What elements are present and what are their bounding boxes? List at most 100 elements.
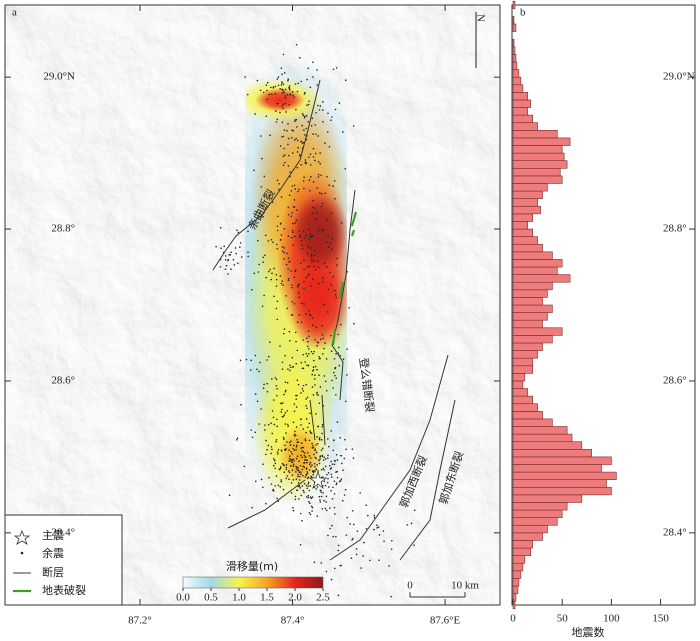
aftershock	[337, 549, 340, 552]
aftershock	[332, 185, 334, 187]
aftershock	[333, 480, 336, 483]
bar	[512, 335, 553, 344]
aftershock	[297, 485, 300, 488]
legend-label: 地表破裂	[42, 583, 86, 597]
aftershock	[287, 368, 289, 371]
aftershock	[308, 439, 311, 442]
fault	[331, 189, 356, 401]
aftershock	[335, 471, 337, 473]
aftershock	[314, 249, 316, 252]
aftershock	[265, 439, 267, 442]
aftershock	[291, 185, 294, 187]
aftershock	[276, 451, 279, 453]
aftershock	[318, 402, 321, 405]
aftershock	[319, 456, 321, 458]
aftershock	[319, 338, 322, 341]
aftershock	[305, 234, 308, 237]
aftershock	[263, 294, 265, 297]
aftershock	[284, 95, 286, 97]
aftershock	[272, 241, 274, 244]
aftershock	[240, 403, 242, 406]
aftershock	[290, 492, 293, 494]
aftershock	[295, 269, 297, 271]
aftershock	[345, 400, 347, 403]
aftershock	[285, 477, 288, 480]
aftershock	[265, 84, 268, 86]
aftershock	[365, 504, 368, 506]
aftershock	[274, 459, 276, 462]
aftershock	[300, 361, 303, 364]
aftershock	[295, 445, 298, 448]
bar	[512, 449, 593, 458]
aftershock	[327, 112, 329, 115]
aftershock	[323, 456, 326, 459]
aftershock	[345, 79, 347, 82]
bar	[512, 213, 533, 222]
aftershock	[287, 206, 290, 209]
aftershock	[316, 393, 318, 395]
aftershock	[287, 268, 289, 270]
bar	[512, 23, 517, 32]
aftershock	[273, 423, 276, 426]
aftershock	[287, 235, 290, 237]
aftershock	[289, 364, 291, 367]
aftershock	[301, 485, 304, 487]
aftershock	[304, 438, 307, 440]
aftershock	[247, 230, 249, 233]
aftershock	[282, 488, 285, 491]
aftershock	[343, 457, 346, 460]
aftershock	[339, 564, 342, 567]
aftershock	[319, 499, 321, 501]
colorbar-tick-label: 1.5	[260, 592, 274, 604]
aftershock	[302, 384, 305, 387]
aftershock	[273, 295, 275, 298]
aftershock	[283, 258, 285, 260]
aftershock	[309, 496, 312, 498]
aftershock	[307, 494, 310, 497]
fault-label: 登么错断裂	[357, 357, 378, 413]
aftershock	[285, 295, 287, 297]
fault	[212, 79, 321, 271]
bar	[512, 350, 538, 359]
aftershock	[264, 429, 266, 431]
aftershock	[292, 421, 295, 424]
aftershock	[327, 288, 330, 291]
aftershock	[329, 271, 331, 274]
aftershock	[280, 479, 283, 481]
aftershock	[299, 512, 302, 515]
y-tick-label: 28.4°	[51, 526, 75, 538]
aftershock	[303, 466, 306, 469]
aftershock	[328, 445, 330, 448]
bar	[512, 243, 543, 253]
bar	[512, 183, 548, 192]
aftershock	[315, 413, 317, 415]
aftershock	[280, 411, 283, 413]
aftershock	[254, 393, 257, 395]
aftershock	[311, 442, 313, 445]
aftershock	[244, 76, 246, 78]
aftershock	[260, 478, 263, 481]
aftershock	[383, 540, 385, 543]
aftershock	[309, 502, 311, 505]
y-tick-label: 28.8°	[663, 223, 687, 235]
aftershock	[317, 104, 319, 107]
aftershock	[334, 460, 336, 462]
aftershock	[276, 229, 279, 232]
aftershock	[340, 323, 342, 326]
aftershock	[266, 382, 268, 385]
aftershock	[288, 103, 291, 106]
bar	[512, 441, 583, 450]
aftershock	[332, 275, 334, 278]
aftershock	[284, 88, 287, 91]
aftershock	[303, 129, 305, 131]
aftershock	[282, 164, 285, 166]
bar	[512, 107, 529, 116]
aftershock	[321, 423, 324, 426]
aftershock	[333, 567, 336, 570]
aftershock	[302, 390, 305, 392]
aftershock	[280, 84, 283, 86]
aftershock	[281, 368, 284, 370]
aftershock	[258, 263, 260, 266]
aftershock	[288, 260, 290, 263]
bar	[512, 221, 529, 230]
